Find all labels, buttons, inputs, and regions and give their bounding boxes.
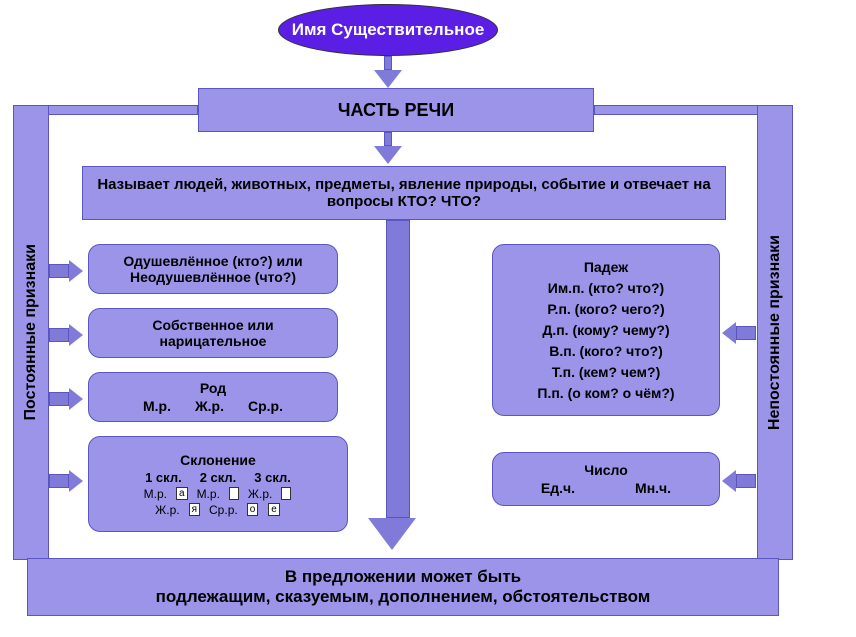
decl-r5a: Ср.р. xyxy=(209,503,238,517)
decl-1: 1 скл. xyxy=(145,470,182,485)
animate-line1: Одушевлённое (кто?) или xyxy=(123,253,302,269)
connector-right xyxy=(594,105,759,115)
arrow-to-proper xyxy=(49,324,83,346)
decl-2: 2 скл. xyxy=(200,470,237,485)
number-pl: Мн.ч. xyxy=(635,480,671,496)
title-ellipse: Имя Существительное xyxy=(278,4,498,56)
title-text: Имя Существительное xyxy=(292,20,485,40)
arrow-pos-to-def xyxy=(384,132,402,164)
decl-r2b xyxy=(229,487,239,500)
decl-r4a: Ж.р. xyxy=(155,503,179,517)
number-box: Число Ед.ч. Мн.ч. xyxy=(492,452,720,506)
arrow-to-declension xyxy=(49,470,83,492)
part-of-speech-box: ЧАСТЬ РЕЧИ xyxy=(198,88,594,132)
connector-left xyxy=(47,105,198,115)
arrow-title-to-pos xyxy=(384,56,402,88)
definition-box: Называет людей, животных, предметы, явле… xyxy=(82,166,726,220)
proper-box: Собственное или нарицательное xyxy=(88,308,338,358)
decl-r3a: Ж.р. xyxy=(248,487,272,501)
gender-box: Род М.р. Ж.р. Ср.р. xyxy=(88,372,338,422)
permanent-label: Постоянные признаки xyxy=(13,105,49,560)
decl-r5b2: е xyxy=(268,503,280,516)
center-big-arrow xyxy=(380,220,416,550)
proper-line2: нарицательное xyxy=(160,333,267,349)
decl-r1b: а xyxy=(176,487,188,500)
case-title: Падеж xyxy=(584,257,628,278)
case-d: Д.п. (кому? чему?) xyxy=(542,320,669,341)
declension-box: Склонение 1 скл. 2 скл. 3 скл. М.р. а М.р… xyxy=(88,436,348,532)
case-p: П.п. (о ком? о чём?) xyxy=(537,383,674,404)
decl-r2a: М.р. xyxy=(197,487,220,501)
case-r: Р.п. (кого? чего?) xyxy=(547,299,664,320)
arrow-to-number xyxy=(722,470,756,492)
gender-f: Ж.р. xyxy=(195,398,224,414)
syntax-text: В предложении может быть подлежащим, ска… xyxy=(156,567,651,607)
gender-title: Род xyxy=(200,380,226,396)
decl-r4b: я xyxy=(189,503,200,516)
case-t: Т.п. (кем? чем?) xyxy=(552,362,660,383)
number-sg: Ед.ч. xyxy=(541,480,575,496)
animate-line2: Неодушевлённое (что?) xyxy=(130,269,296,285)
gender-n: Ср.р. xyxy=(248,398,283,414)
decl-title: Склонение xyxy=(180,452,256,468)
gender-m: М.р. xyxy=(143,398,171,414)
animate-box: Одушевлённое (кто?) или Неодушевлённое (… xyxy=(88,244,338,294)
case-box: Падеж Им.п. (кто? что?) Р.п. (кого? чего… xyxy=(492,244,720,416)
syntax-box: В предложении может быть подлежащим, ска… xyxy=(27,558,779,616)
permanent-label-text: Постоянные признаки xyxy=(22,244,40,420)
case-im: Им.п. (кто? что?) xyxy=(548,278,664,299)
nonpermanent-label: Непостоянные признаки xyxy=(757,105,793,560)
arrow-to-case xyxy=(722,322,756,344)
definition-text: Называет людей, животных, предметы, явле… xyxy=(93,176,715,210)
part-of-speech-text: ЧАСТЬ РЕЧИ xyxy=(338,100,454,121)
number-title: Число xyxy=(584,462,628,478)
case-v: В.п. (кого? что?) xyxy=(549,341,662,362)
decl-r3b xyxy=(281,487,291,500)
proper-line1: Собственное или xyxy=(152,317,273,333)
decl-3: 3 скл. xyxy=(254,470,291,485)
nonpermanent-label-text: Непостоянные признаки xyxy=(766,235,784,430)
arrow-to-animate xyxy=(49,260,83,282)
decl-r5b1: о xyxy=(247,503,259,516)
decl-r1a: М.р. xyxy=(144,487,167,501)
arrow-to-gender xyxy=(49,388,83,410)
